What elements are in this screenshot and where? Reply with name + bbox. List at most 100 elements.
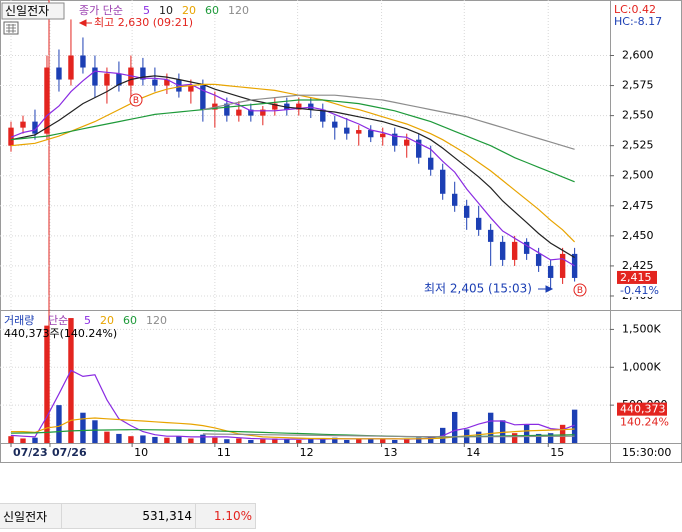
volume-bar [511,433,518,443]
candle-body [475,217,482,230]
volume-bar [92,420,98,443]
chart: 07/2307/261011121314152,4002,4252,4502,4… [0,0,682,463]
candle-body [463,205,470,218]
volume-bar [44,325,50,443]
candle-body [104,73,110,86]
low-annotation: 최저 2,405 (15:03) [424,282,532,296]
candle-body [547,265,554,278]
x-end-label: 15:30:00 [622,446,671,459]
candle-body [404,139,410,146]
volume-bar [368,438,374,443]
candle-body [511,241,518,260]
footer-change: 1.10% [196,504,256,528]
legend-entry: 120 [228,4,249,17]
volume-legend-prefix: 거래량 [4,314,34,327]
footer-volume: 531,314 [62,504,196,528]
volume-bar [392,439,398,443]
candle-body [559,253,566,278]
volume-bar [140,435,146,443]
x-tick-label: 07/26 [52,446,87,459]
ma-line [10,83,576,243]
last-volume-box [617,402,667,416]
volume-bar [80,412,86,443]
last-price-box [617,270,657,284]
candle-body [44,67,50,134]
candle-body [452,193,458,206]
volume-bar [356,439,362,443]
volume-bar [260,439,266,443]
x-tick-label: 14 [466,446,480,459]
candle-body [224,103,230,116]
candle-body [188,85,194,92]
legend-entry: 20 [182,4,196,17]
volume-bar [499,420,506,443]
legend-entry: 20 [100,314,114,327]
candle-body [535,253,542,266]
ma-line [10,70,575,267]
volume-bar [452,411,458,443]
candle-body [200,85,206,110]
candle-body [128,67,134,86]
ma-line [10,369,575,440]
last-price-label: 2,415 [620,271,652,284]
volume-bar [284,439,290,443]
grid-icon-lines [6,24,16,33]
volume-bar [32,437,38,443]
last-change-bg [617,284,663,297]
ma-line [10,75,575,259]
legend-entry: 10 [159,4,173,17]
high-annotation: 최고 2,630 (09:21) [94,16,193,29]
volume-bar [212,437,218,443]
volume-bar [188,438,194,443]
volume-bar [56,405,62,443]
candle-body [56,67,62,80]
volume-bar [320,439,326,443]
candle-body [571,253,578,278]
x-tick-label: 10 [134,446,148,459]
volume-legend-method: 단순 [48,314,68,327]
candle-body [260,109,266,116]
volume-bar [164,437,170,443]
last-volume-ratio: 140.24% [620,416,669,429]
candle-body [356,130,362,134]
stock-name[interactable]: 신일전자 [5,4,49,18]
volume-bar [200,434,206,443]
candle-body [320,109,326,122]
y-tick-label: 2,425 [622,259,654,272]
signal-label: B [133,96,139,106]
volume-bar [344,439,350,443]
legend-entry: 60 [123,314,137,327]
y-tick-label: 2,450 [622,229,654,242]
y-tick-label: 2,600 [622,49,654,62]
y-tick-label: 2,475 [622,199,654,212]
candle-body [116,73,122,86]
legend: 5 20 60 120 [84,314,167,327]
volume-bar [571,409,578,443]
x-tick-label: 11 [217,446,231,459]
candle-body [380,133,386,138]
volume-bar [128,436,134,443]
volume-bar [404,438,410,443]
volume-bar [332,437,338,443]
x-tick-label: 12 [300,446,314,459]
candle-body [80,55,86,68]
y-tick-label: 2,500 [622,169,654,182]
volume-bar [104,431,110,443]
x-tick-label: 13 [384,446,398,459]
legend-entry: 5 [84,314,91,327]
candle-body [236,109,242,116]
candle-body [523,241,530,254]
y-tick-label: 2,575 [622,79,654,92]
y-tick-label: 2,550 [622,109,654,122]
last-change-label: -0.41% [620,284,659,297]
volume-bar [308,438,314,443]
candle-body [152,79,158,86]
volume-bar [236,438,242,443]
high-arrow [78,19,92,27]
volume-bar [176,436,182,443]
candle-body [487,229,494,242]
volume-bar [116,433,122,443]
stock-button[interactable] [1,2,65,20]
candle-body [392,133,398,146]
candle-body [68,55,74,80]
